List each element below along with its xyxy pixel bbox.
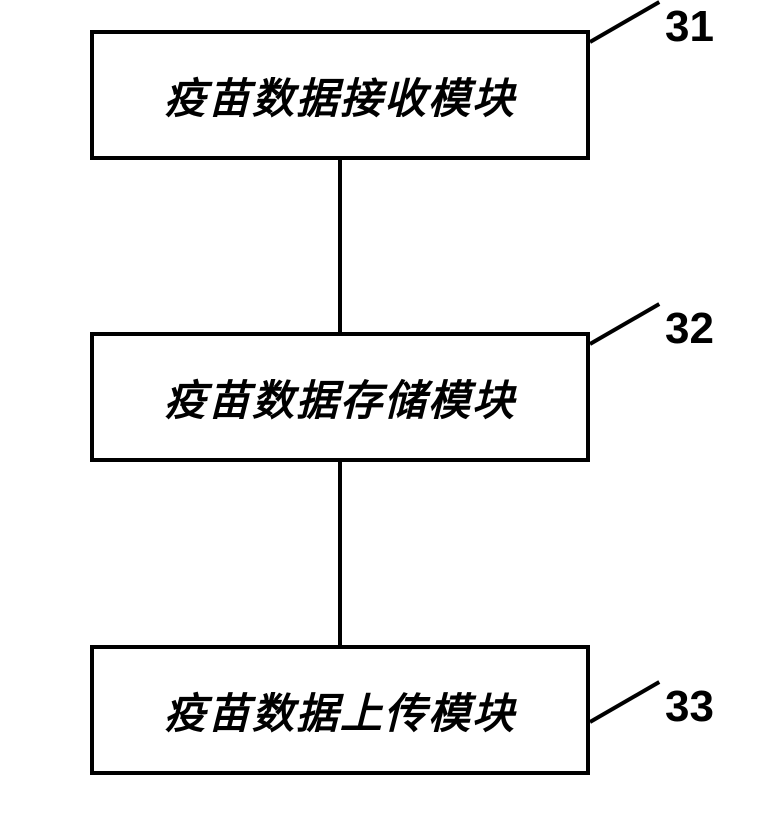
number-label-32: 32 — [665, 304, 714, 354]
module-label-33: 疫苗数据上传模块 — [164, 680, 516, 741]
leader-line-32 — [589, 302, 660, 345]
module-box-31: 疫苗数据接收模块 — [90, 30, 590, 160]
module-box-32: 疫苗数据存储模块 — [90, 332, 590, 462]
number-label-33: 33 — [665, 682, 714, 732]
leader-line-31 — [589, 0, 660, 43]
module-label-32: 疫苗数据存储模块 — [164, 367, 516, 428]
number-label-31: 31 — [665, 2, 714, 52]
leader-line-33 — [589, 680, 660, 723]
flowchart-diagram: 疫苗数据接收模块 31 疫苗数据存储模块 32 疫苗数据上传模块 33 — [50, 20, 750, 820]
connector-31-32 — [338, 160, 342, 332]
module-box-33: 疫苗数据上传模块 — [90, 645, 590, 775]
module-label-31: 疫苗数据接收模块 — [164, 65, 516, 126]
connector-32-33 — [338, 462, 342, 645]
